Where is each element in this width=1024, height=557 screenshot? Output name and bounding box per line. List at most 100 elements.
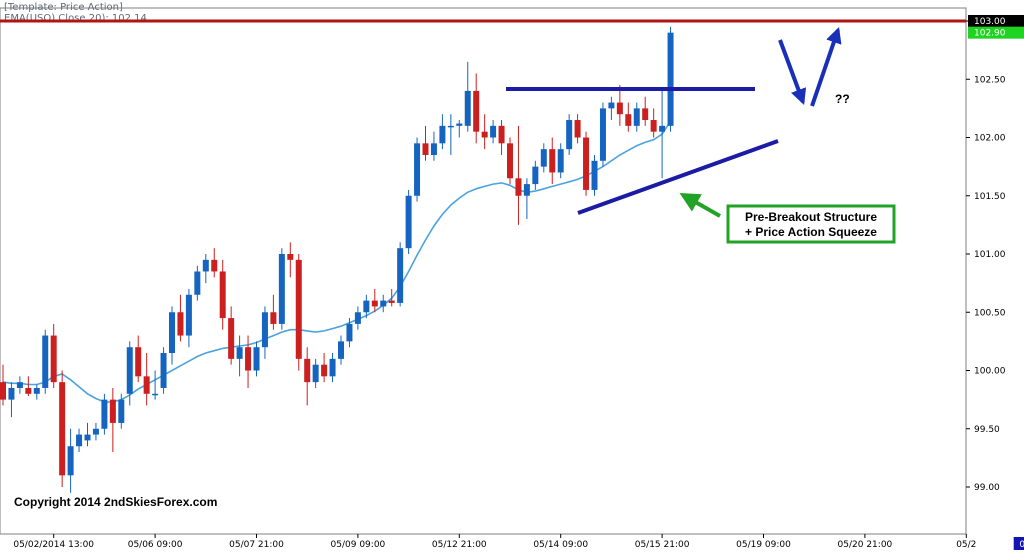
candle: [464, 61, 471, 132]
candle-body: [439, 125, 446, 144]
candle: [101, 393, 108, 435]
candle-body: [616, 102, 623, 115]
candle-body: [177, 312, 184, 336]
candle: [659, 90, 666, 179]
candle-body: [405, 195, 412, 249]
candle: [616, 85, 623, 126]
candle: [50, 323, 57, 388]
candle: [329, 353, 336, 383]
y-tick-label: 102.00: [974, 134, 1006, 144]
candle: [312, 358, 319, 388]
candle: [456, 120, 463, 138]
candle-body: [270, 312, 277, 324]
x-tick-label: 05/19 09:00: [736, 540, 791, 550]
x-tick-label: 05/07 21:00: [229, 540, 284, 550]
candle-body: [583, 137, 590, 190]
candle: [591, 154, 598, 196]
y-tick-label: 99.50: [974, 425, 1000, 435]
candle: [338, 335, 344, 365]
candle: [549, 137, 556, 185]
candle-body: [574, 120, 581, 138]
candle: [287, 242, 294, 278]
plot-border: [0, 7, 967, 535]
candle: [33, 384, 40, 400]
candle-body: [143, 376, 150, 394]
candle: [523, 178, 530, 220]
candle-body: [397, 248, 404, 303]
candle-body: [304, 358, 311, 383]
candle: [219, 259, 226, 330]
x-tick-label: 05/22/2014 21:00: [1019, 540, 1024, 550]
candle: [608, 96, 615, 121]
annotation-line-1: Pre-Breakout Structure: [745, 210, 877, 224]
annotation-box: [726, 204, 896, 244]
candle: [261, 306, 268, 359]
candle-body: [515, 178, 522, 196]
candle-body: [109, 399, 116, 423]
candle: [8, 382, 15, 418]
x-tick-label: 05/06 09:00: [128, 540, 183, 550]
y-tick-label: 101.00: [974, 250, 1006, 260]
y-tick-label: 100.50: [974, 308, 1006, 318]
candle-body: [464, 90, 471, 126]
candle: [667, 26, 674, 132]
candle-body: [16, 382, 23, 388]
candle-layer: [0, 26, 674, 493]
candle-body: [354, 312, 361, 324]
candle-body: [287, 254, 294, 260]
candle-body: [236, 347, 243, 359]
candle-body: [219, 271, 226, 319]
candle: [126, 341, 133, 406]
candle-body: [84, 434, 91, 441]
candle: [194, 265, 201, 301]
candle-body: [185, 294, 192, 336]
candle: [76, 428, 83, 453]
candle: [143, 353, 150, 406]
candle: [25, 376, 32, 397]
candle-body: [346, 323, 353, 342]
candle: [583, 131, 590, 196]
candle-body: [473, 90, 480, 132]
candle: [177, 294, 184, 342]
candle-body: [481, 131, 488, 138]
candle: [84, 422, 91, 447]
candle-body: [523, 184, 530, 196]
candle-body: [498, 125, 505, 144]
candle: [447, 114, 454, 155]
y-tick-label: 101.50: [974, 192, 1006, 202]
candle-body: [371, 300, 378, 307]
candle-body: [430, 143, 437, 155]
current-price-label: 102.90: [974, 29, 1006, 39]
candle-body: [414, 143, 421, 196]
candle-body: [67, 446, 74, 476]
candle: [152, 370, 159, 400]
candle-body: [591, 160, 598, 190]
candle-body: [50, 335, 57, 383]
candle: [490, 120, 497, 144]
candle-body: [278, 254, 285, 324]
x-tick-label: 05/15 21:00: [635, 540, 690, 550]
green-arrow-icon: [679, 193, 721, 218]
y-tick-label: 100.00: [974, 367, 1006, 377]
x-axis: 05/02/2014 13:00 05/06 09:00 05/07 21:00 05…: [13, 534, 1024, 550]
candle: [295, 254, 302, 371]
candle: [422, 125, 429, 161]
candle: [397, 242, 404, 307]
candle: [363, 294, 370, 319]
candle: [135, 335, 142, 383]
candle: [439, 114, 446, 150]
candle-body: [549, 149, 556, 173]
candle: [321, 353, 328, 383]
candle: [160, 347, 167, 394]
candle: [371, 288, 378, 313]
candle-body: [642, 108, 649, 121]
candle: [532, 160, 539, 190]
copyright-text: Copyright 2014 2ndSkiesForex.com: [14, 495, 217, 509]
x-tick-label: 05/12 21:00: [432, 540, 487, 550]
resistance-price-tag: [968, 15, 1024, 27]
candle: [566, 114, 573, 155]
x-tick-label: 05/09 09:00: [331, 540, 386, 550]
candle-body: [0, 382, 6, 400]
candle: [169, 306, 175, 365]
